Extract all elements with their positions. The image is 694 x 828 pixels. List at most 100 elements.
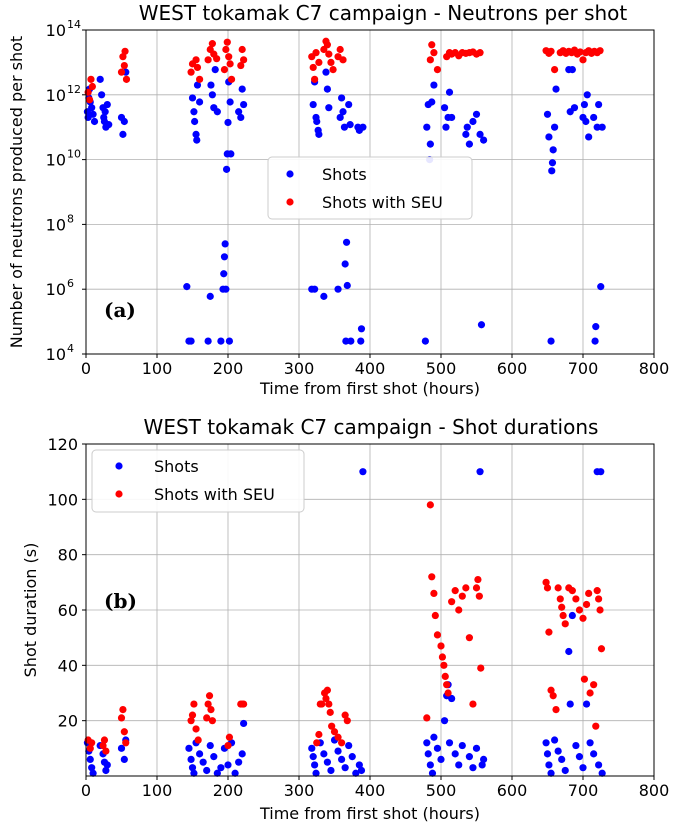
- panel-a-point-shot: [105, 121, 113, 129]
- panel-a-point-shot: [465, 140, 473, 148]
- panel-a-point-shot: [421, 337, 429, 345]
- panel-a-point-shot: [582, 117, 590, 126]
- panel-a-point-shot: [545, 133, 553, 141]
- panel-b-point-shot: [187, 755, 195, 764]
- panel-b-point-seu: [323, 686, 331, 694]
- panel-a-point-shot: [342, 238, 351, 246]
- panel-a-point-seu: [336, 45, 344, 54]
- panel-a-point-shot: [463, 123, 471, 131]
- panel-a-point-shot: [426, 140, 434, 148]
- panel-b-point-shot: [426, 761, 434, 769]
- panel-b-durations: WEST tokamak C7 campaign - Shot duration…: [21, 415, 669, 823]
- panel-a-neutrons: WEST tokamak C7 campaign - Neutrons per …: [7, 1, 669, 398]
- panel-b-point-shot: [190, 769, 198, 777]
- panel-b-point-seu: [328, 722, 336, 730]
- panel-a-point-shot: [334, 285, 342, 293]
- panel-a-point-shot: [221, 240, 229, 248]
- panel-a-legend-box: [267, 156, 473, 220]
- panel-a-point-shot: [193, 136, 201, 144]
- panel-b-point-shot: [586, 739, 594, 747]
- panel-b-point-shot: [554, 747, 562, 755]
- panel-a-y-tick-exponent: 14: [67, 18, 81, 31]
- panel-b-x-tick-label: 100: [142, 781, 173, 800]
- panel-b-y-tick-label: 120: [47, 435, 78, 454]
- panel-a-point-shot: [238, 85, 246, 93]
- panel-a-point-shot: [595, 100, 603, 109]
- panel-b-point-seu: [240, 700, 248, 708]
- panel-a-y-tick-label: 10: [46, 345, 66, 364]
- panel-b-x-tick-label: 700: [568, 781, 599, 800]
- panel-b-point-seu: [474, 575, 482, 584]
- panel-b-point-seu: [559, 611, 567, 620]
- panel-a-point-shot: [357, 337, 365, 345]
- panel-a-point-shot: [322, 68, 330, 76]
- panel-a-point-shot: [593, 123, 601, 131]
- panel-a-point-seu: [120, 61, 128, 70]
- panel-a-point-shot: [235, 108, 243, 116]
- panel-b-point-shot: [323, 758, 331, 766]
- panel-a-point-shot: [339, 108, 347, 116]
- panel-b-point-shot: [478, 761, 486, 769]
- panel-a-point-shot: [341, 260, 349, 268]
- panel-a-point-shot: [90, 117, 99, 126]
- panel-b-point-seu: [440, 661, 448, 669]
- panel-b-point-shot: [465, 753, 473, 761]
- panel-b-point-shot: [458, 741, 466, 750]
- panel-b-point-shot: [185, 744, 193, 752]
- panel-b-point-seu: [99, 741, 107, 750]
- panel-b-point-seu: [572, 595, 580, 603]
- panel-b-point-shot: [433, 744, 442, 752]
- panel-b-point-seu: [330, 728, 339, 736]
- panel-a-point-seu: [551, 65, 559, 74]
- panel-a-point-shot: [188, 94, 197, 102]
- panel-b-point-seu: [568, 587, 576, 595]
- panel-a-point-shot: [423, 123, 431, 131]
- panel-a-point-seu: [311, 75, 319, 83]
- panel-b-point-shot: [199, 758, 207, 766]
- panel-a-x-tick-label: 700: [568, 359, 599, 378]
- panel-b-point-shot: [117, 744, 126, 752]
- panel-b-point-seu: [117, 714, 126, 722]
- panel-b-point-seu: [582, 600, 591, 609]
- panel-b-point-seu: [190, 700, 198, 708]
- panel-a-point-shot: [549, 146, 557, 154]
- panel-a-point-shot: [103, 100, 111, 109]
- panel-b-point-seu: [88, 739, 96, 747]
- panel-a-point-shot: [225, 337, 234, 345]
- panel-b-point-seu: [208, 717, 216, 725]
- panel-b-point-seu: [593, 587, 601, 595]
- panel-a-point-shot: [119, 130, 127, 138]
- panel-a-point-seu: [122, 75, 131, 83]
- panel-b-y-tick-label: 100: [47, 490, 78, 509]
- panel-b-point-shot: [561, 766, 569, 775]
- panel-b-point-seu: [443, 681, 451, 689]
- panel-a-point-shot: [98, 91, 106, 99]
- panel-b-y-axis-label: Shot duration (s): [21, 543, 40, 678]
- panel-a-point-shot: [462, 130, 470, 138]
- panel-b-point-shot: [311, 761, 319, 769]
- panel-a-point-shot: [336, 113, 344, 122]
- panel-a-point-shot: [585, 133, 593, 141]
- panel-b-point-shot: [590, 750, 598, 758]
- panel-b-point-seu: [341, 711, 349, 719]
- panel-b-point-shot: [469, 764, 477, 772]
- panel-b-point-seu: [579, 614, 587, 622]
- panel-b-point-shot: [359, 468, 367, 476]
- panel-a-x-axis-label: Time from first shot (hours): [259, 379, 480, 398]
- panel-a-point-shot: [357, 325, 366, 333]
- panel-b-point-seu: [334, 733, 342, 741]
- panel-b-point-seu: [431, 611, 439, 620]
- panel-b-point-shot: [312, 769, 320, 777]
- panel-b-legend-marker-shots: [115, 462, 123, 470]
- panel-a-point-seu: [87, 75, 95, 83]
- panel-a-x-tick-label: 400: [355, 359, 386, 378]
- panel-a-y-tick-exponent: 4: [67, 342, 74, 355]
- panel-b-point-shot: [597, 468, 605, 476]
- panel-b-point-shot: [102, 766, 110, 775]
- panel-b-point-seu: [430, 589, 438, 598]
- panel-b-tag: (b): [104, 589, 137, 613]
- panel-a-point-seu: [220, 65, 229, 74]
- panel-a-point-shot: [120, 117, 128, 126]
- panel-a-point-seu: [117, 68, 126, 76]
- panel-b-point-seu: [313, 739, 321, 747]
